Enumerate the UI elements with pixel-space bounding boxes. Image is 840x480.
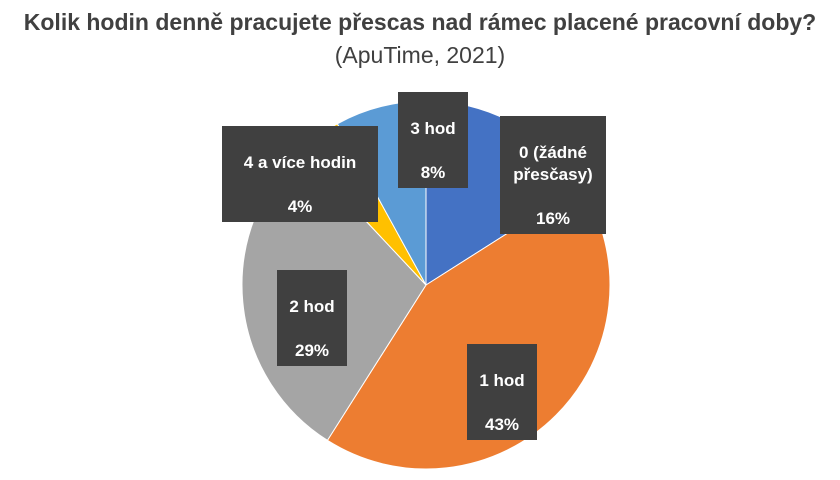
data-label-3-hod: 3 hod 8% xyxy=(398,92,468,188)
chart-title-main: Kolik hodin denně pracujete přescas nad … xyxy=(23,9,817,35)
data-label-4-a-vice-hodin: 4 a více hodin 4% xyxy=(222,126,378,222)
chart-title-source: (ApuTime, 2021) xyxy=(334,42,506,68)
data-label-category: 2 hod xyxy=(289,297,335,316)
data-label-percent: 4% xyxy=(287,197,313,216)
data-label-percent: 43% xyxy=(484,415,520,434)
data-label-percent: 29% xyxy=(294,341,330,360)
data-label-2-hod: 2 hod 29% xyxy=(277,270,347,366)
data-label-category: 0 (žádné přesčasy) xyxy=(513,143,593,184)
data-label-category: 4 a více hodin xyxy=(243,153,357,172)
pie-slice-1 xyxy=(326,185,611,470)
data-label-0-zadne-prescasy: 0 (žádné přesčasy) 16% xyxy=(500,116,606,234)
data-label-percent: 16% xyxy=(535,209,571,228)
data-label-category: 1 hod xyxy=(479,371,525,390)
data-label-category: 3 hod xyxy=(410,119,456,138)
data-label-percent: 8% xyxy=(420,163,446,182)
chart-title: Kolik hodin denně pracujete přescas nad … xyxy=(0,6,840,72)
data-label-1-hod: 1 hod 43% xyxy=(467,344,537,440)
